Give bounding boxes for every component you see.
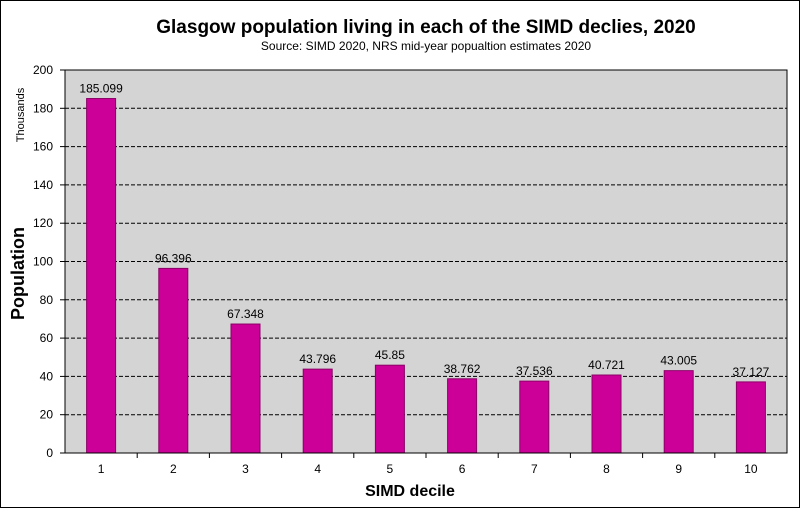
x-tick-label: 8 [603, 462, 610, 476]
y-unit-label: Thousands [15, 87, 27, 142]
x-tick-label: 6 [459, 462, 466, 476]
y-tick-label: 20 [40, 408, 54, 422]
bar-decile-10 [735, 381, 766, 454]
x-tick-labels: 1 2 3 4 5 6 7 8 9 10 [98, 462, 758, 476]
x-tick-label: 3 [242, 462, 249, 476]
data-label: 40.721 [588, 358, 625, 372]
x-tick-label: 1 [98, 462, 105, 476]
data-label: 43.796 [299, 352, 336, 366]
data-label: 43.005 [660, 354, 697, 368]
y-tick-label: 140 [33, 178, 53, 192]
x-tick-label: 10 [744, 462, 758, 476]
y-tick-labels: 0 20 40 60 80 100 120 140 160 180 200 [33, 63, 53, 460]
y-tick-label: 0 [46, 446, 53, 460]
data-labels: 185.099 96.396 67.348 43.796 45.85 38.762 37.5… [79, 82, 769, 379]
bar-decile-3 [230, 323, 261, 454]
bars [86, 98, 766, 454]
y-tick-label: 80 [40, 293, 54, 307]
bar-decile-1 [86, 98, 117, 454]
bar-decile-4 [302, 368, 333, 454]
x-tick-label: 9 [675, 462, 682, 476]
data-label: 38.762 [444, 362, 481, 376]
x-tick-label: 4 [314, 462, 321, 476]
data-label: 37.536 [516, 364, 553, 378]
y-tick-label: 120 [33, 216, 53, 230]
y-tick-label: 160 [33, 140, 53, 154]
bar-decile-2 [158, 267, 189, 454]
x-tick-label: 5 [387, 462, 394, 476]
axes [60, 69, 788, 458]
y-tick-label: 60 [40, 331, 54, 345]
x-tick-label: 2 [170, 462, 177, 476]
y-tick-label: 40 [40, 369, 54, 383]
bar-decile-7 [519, 380, 550, 454]
chart-title: Glasgow population living in each of the… [156, 17, 696, 38]
y-tick-label: 200 [33, 63, 53, 77]
x-tick-label: 7 [531, 462, 538, 476]
data-label: 45.85 [375, 348, 405, 362]
y-tick-label: 180 [33, 101, 53, 115]
y-axis-label: Population [8, 227, 28, 320]
y-tick-label: 100 [33, 255, 53, 269]
x-axis-label: SIMD decile [365, 483, 455, 500]
bar-decile-8 [591, 374, 622, 454]
chart-subtitle: Source: SIMD 2020, NRS mid-year popualti… [261, 39, 591, 53]
data-label: 67.348 [227, 307, 264, 321]
bar-decile-5 [374, 364, 405, 454]
data-label: 96.396 [155, 251, 192, 265]
data-label: 37.127 [733, 365, 770, 379]
bar-decile-6 [447, 378, 478, 454]
bar-decile-9 [663, 370, 694, 454]
data-label: 185.099 [79, 82, 123, 96]
